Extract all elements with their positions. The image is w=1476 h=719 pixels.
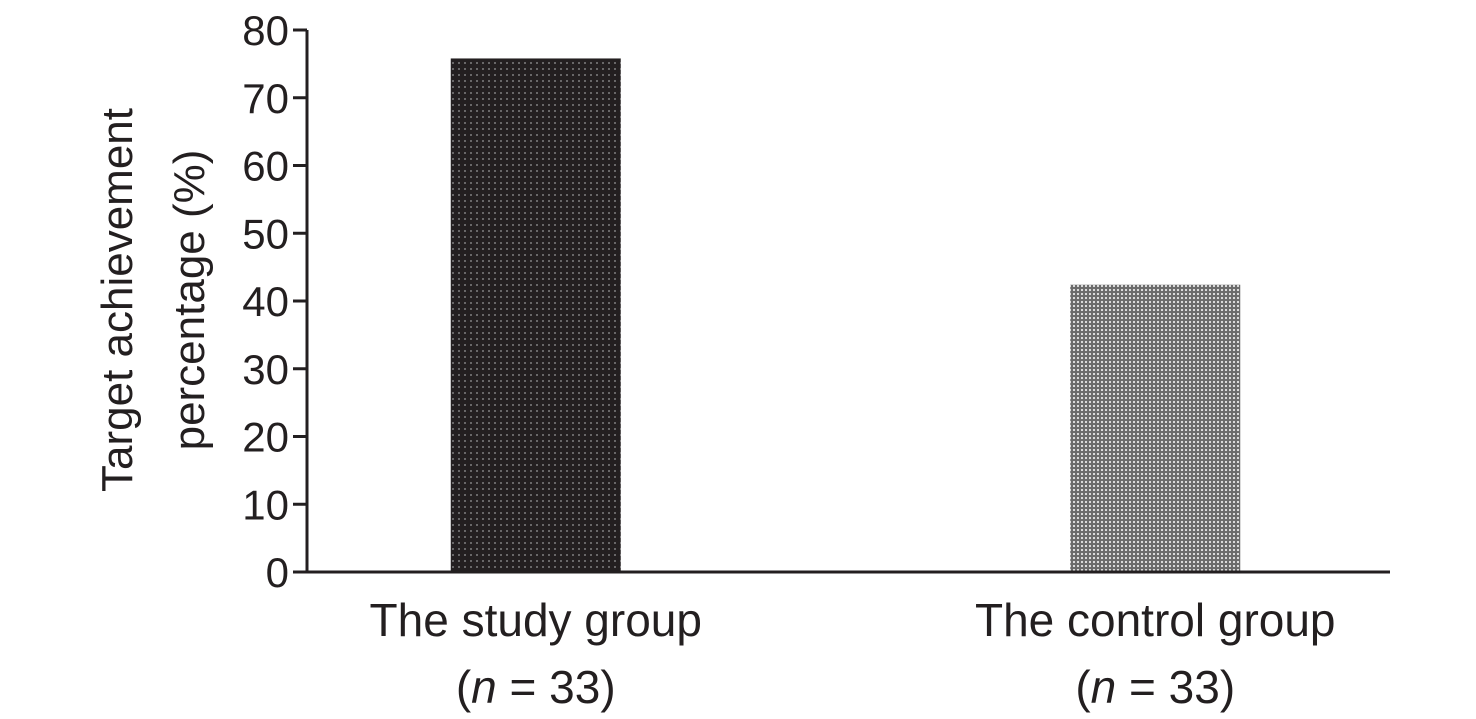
y-axis-title-line-2: percentage (%) — [165, 150, 214, 451]
bar — [450, 58, 621, 572]
y-tick-label: 70 — [242, 75, 289, 122]
bar — [1070, 284, 1241, 572]
x-category-sample-size: (n = 33) — [456, 661, 616, 713]
y-tick-label: 50 — [242, 210, 289, 257]
y-tick-label: 0 — [266, 549, 289, 596]
bars — [450, 58, 1241, 572]
y-axis-title-line-1: Target achievement — [93, 108, 142, 492]
y-tick-label: 40 — [242, 278, 289, 325]
y-tick-label: 10 — [242, 481, 289, 528]
x-category-label: The study group — [370, 594, 702, 646]
y-axis-title: Target achievement percentage (%) — [93, 108, 214, 492]
y-tick-label: 60 — [242, 143, 289, 190]
y-tick-label: 30 — [242, 346, 289, 393]
y-tick-label: 20 — [242, 414, 289, 461]
y-axis-ticks: 0 10 20 30 40 50 60 70 80 — [242, 7, 307, 596]
y-tick-label: 80 — [242, 7, 289, 54]
x-category-label: The control group — [975, 594, 1336, 646]
x-category-sample-size: (n = 33) — [1075, 661, 1235, 713]
x-axis-labels: The study group (n = 33) The control group… — [370, 594, 1336, 713]
